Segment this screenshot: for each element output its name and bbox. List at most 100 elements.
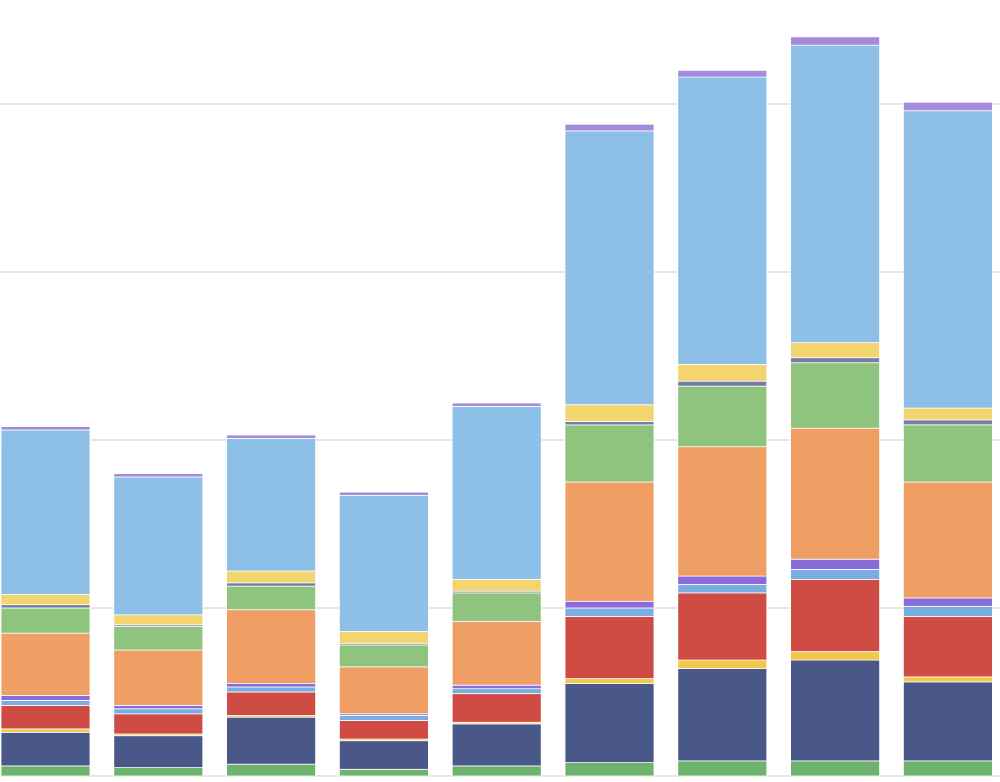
bar-segment	[790, 36, 880, 46]
bar-segment	[0, 728, 91, 733]
bar-segment	[0, 429, 91, 595]
bar-segment	[226, 570, 317, 584]
bar-stack-9	[903, 101, 993, 777]
bar-segment	[564, 123, 655, 132]
bar-segment	[0, 426, 91, 431]
bar-segment	[451, 693, 542, 723]
bar-segment	[790, 357, 880, 364]
bar-segment	[564, 762, 655, 777]
bar-segment	[451, 723, 542, 767]
bar-segment	[226, 582, 317, 587]
bar-segment	[113, 649, 204, 706]
bar-segment	[0, 731, 91, 767]
bar-stack-7	[677, 70, 768, 777]
bar-segment	[0, 607, 91, 634]
bar-segment	[790, 427, 880, 560]
bar-segment	[113, 473, 204, 478]
bar-segment	[677, 70, 768, 78]
bar-segment	[790, 659, 880, 762]
bar-segment	[564, 481, 655, 602]
bar-segment	[903, 481, 993, 599]
bar-segment	[903, 110, 993, 409]
bar-segment	[338, 631, 429, 644]
bar-segment	[338, 491, 429, 496]
bar-segment	[0, 632, 91, 696]
bar-segment	[677, 380, 768, 387]
bars	[0, 36, 993, 777]
bar-segment	[0, 594, 91, 606]
bar-segment	[0, 700, 91, 706]
bar-segment	[564, 683, 655, 763]
bar-segment	[564, 404, 655, 422]
bar-segment	[677, 760, 768, 777]
bar-segment	[790, 651, 880, 661]
bar-segment	[226, 683, 317, 688]
bar-segment	[790, 569, 880, 580]
bar-segment	[451, 688, 542, 694]
bar-segment	[677, 659, 768, 669]
bar-segment	[0, 765, 91, 777]
bar-segment	[790, 342, 880, 359]
bar-segment	[451, 684, 542, 690]
bar-segment	[338, 720, 429, 740]
bar-segment	[677, 575, 768, 585]
bar-segment	[451, 621, 542, 686]
bar-segment	[113, 626, 204, 651]
bar-segment	[564, 421, 655, 426]
bar-segment	[226, 686, 317, 693]
bar-segment	[113, 713, 204, 735]
bar-segment	[226, 691, 317, 716]
bar-segment	[451, 579, 542, 592]
bar-segment	[226, 609, 317, 685]
bar-segment	[0, 695, 91, 701]
bar-segment	[903, 676, 993, 683]
bar-segment	[113, 767, 204, 777]
bar-segment	[677, 363, 768, 382]
bar-segment	[677, 592, 768, 661]
bar-segment	[113, 708, 204, 715]
bar-segment	[113, 614, 204, 626]
bar-segment	[564, 424, 655, 483]
bar-segment	[226, 437, 317, 572]
bar-segment	[451, 402, 542, 407]
bar-segment	[677, 76, 768, 365]
bar-segment	[903, 407, 993, 421]
bar-segment	[451, 765, 542, 777]
bar-segment	[564, 130, 655, 406]
bar-segment	[903, 681, 993, 762]
bar-segment	[338, 715, 429, 721]
bar-segment	[113, 735, 204, 769]
bar-stack-4	[338, 491, 429, 777]
bar-segment	[790, 760, 880, 777]
bar-stack-3	[226, 434, 317, 777]
bar-segment	[113, 705, 204, 710]
bar-segment	[113, 476, 204, 616]
bar-segment	[338, 740, 429, 770]
bar-segment	[564, 607, 655, 617]
bar-segment	[226, 434, 317, 439]
bar-segment	[677, 668, 768, 762]
bar-segment	[790, 558, 880, 570]
bar-segment	[338, 644, 429, 668]
bar-segment	[903, 419, 993, 426]
bar-segment	[226, 716, 317, 765]
bar-segment	[903, 760, 993, 777]
bar-segment	[903, 616, 993, 678]
bar-stack-6	[564, 123, 655, 777]
bar-stack-1	[0, 426, 91, 777]
bar-stack-2	[113, 473, 204, 777]
bar-segment	[0, 705, 91, 730]
bar-segment	[790, 44, 880, 343]
bar-segment	[903, 605, 993, 617]
bar-segment	[677, 446, 768, 577]
bar-segment	[903, 424, 993, 483]
bar-segment	[338, 666, 429, 715]
bar-segment	[338, 494, 429, 632]
bar-segment	[903, 101, 993, 112]
bar-segment	[226, 585, 317, 611]
bar-segment	[451, 405, 542, 580]
bar-stack-8	[790, 36, 880, 777]
bar-segment	[677, 385, 768, 448]
